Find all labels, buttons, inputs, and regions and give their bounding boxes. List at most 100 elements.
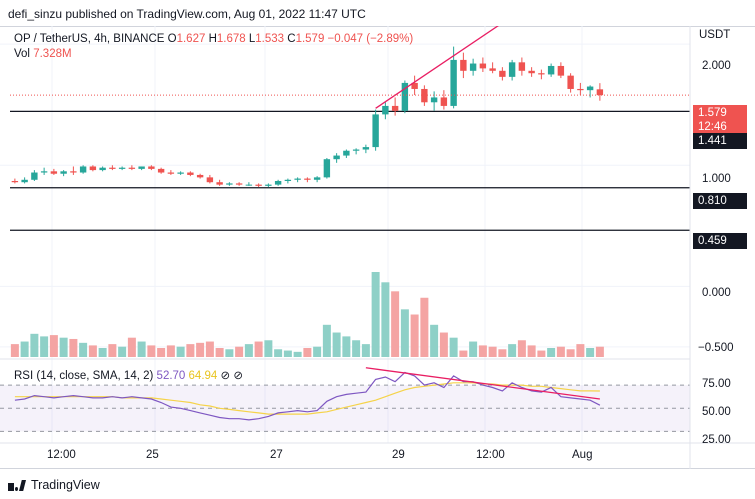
level-tag: 1.441 xyxy=(693,133,747,149)
candle-body xyxy=(538,73,545,75)
candle-body xyxy=(109,167,116,169)
volume-bar xyxy=(342,336,351,357)
trendlines xyxy=(365,26,600,400)
time-tick: 25 xyxy=(146,449,159,461)
volume-bar xyxy=(118,346,127,357)
close-value: 1.579 xyxy=(295,33,325,45)
volume-bar xyxy=(176,346,185,357)
candle-body xyxy=(313,177,321,180)
volume-bar xyxy=(488,346,497,357)
volume-bar xyxy=(537,350,546,357)
candle-body xyxy=(479,63,487,69)
candle-body xyxy=(60,171,67,174)
volume-bar xyxy=(98,347,107,357)
price-tick: 1.000 xyxy=(702,173,731,185)
volume-bar xyxy=(69,338,78,357)
low-value: 1.533 xyxy=(255,33,285,45)
change-value: −0.047 (−2.89%) xyxy=(327,33,414,45)
volume-bar xyxy=(420,297,429,357)
volume-bar xyxy=(49,335,58,357)
volume-bar xyxy=(244,344,253,357)
candle-body xyxy=(547,65,555,75)
volume-bar xyxy=(313,346,322,357)
close-label: C xyxy=(287,33,296,45)
volume-legend: Vol 7.328M xyxy=(14,48,72,60)
candle-body xyxy=(518,62,526,71)
rsi-tick: 50.00 xyxy=(702,406,731,418)
volume-bar xyxy=(293,351,302,357)
brand-footer[interactable]: TradingView xyxy=(8,478,100,492)
volume-bars xyxy=(10,272,604,357)
candle-body xyxy=(508,62,516,77)
volume-bar xyxy=(547,347,556,357)
candle-body xyxy=(352,149,360,151)
candle-body xyxy=(304,178,311,180)
high-value: 1.678 xyxy=(216,33,246,45)
rsi-tick: 75.00 xyxy=(702,378,731,390)
candle-body xyxy=(226,183,233,185)
candle-body xyxy=(148,166,155,169)
price-tick: −0.500 xyxy=(698,342,734,354)
candle-body xyxy=(167,172,175,174)
candle-body xyxy=(343,150,350,156)
candle-body xyxy=(99,167,106,171)
candle-body xyxy=(450,59,457,106)
horizontal-levels xyxy=(10,110,690,231)
candle-body xyxy=(128,167,136,169)
candle-body xyxy=(235,183,243,185)
chart-canvas[interactable] xyxy=(0,26,755,469)
rsi-band-background xyxy=(0,384,690,432)
candle-body xyxy=(70,171,77,173)
candle-body xyxy=(586,86,594,91)
price-tick: 2.000 xyxy=(702,60,731,72)
open-label: O xyxy=(167,33,177,45)
candle-body xyxy=(11,180,19,183)
volume-bar xyxy=(469,341,478,357)
volume-bar xyxy=(20,341,29,357)
volume-bar xyxy=(595,346,604,357)
volume-bar xyxy=(556,346,565,357)
rsi-trendline xyxy=(365,367,600,400)
rsi-label[interactable]: RSI (14, close, SMA, 14, 2) xyxy=(14,370,154,382)
tradingview-logo-icon xyxy=(8,479,26,491)
volume-bar xyxy=(283,350,292,357)
volume-label[interactable]: Vol xyxy=(14,48,30,60)
volume-bar xyxy=(225,349,234,357)
candle-body xyxy=(245,184,253,186)
time-tick: 27 xyxy=(270,449,283,461)
volume-bar xyxy=(274,349,283,357)
low-label: L xyxy=(248,33,256,45)
price-trendline xyxy=(375,26,499,109)
candle-body xyxy=(460,59,467,71)
volume-bar xyxy=(498,349,507,357)
volume-bar xyxy=(235,346,244,357)
volume-bar xyxy=(137,341,146,357)
volume-bar xyxy=(391,291,400,357)
open-value: 1.627 xyxy=(176,33,206,45)
symbol-name[interactable]: OP / TetherUS, 4h, BINANCE xyxy=(14,33,165,45)
volume-bar xyxy=(381,282,390,357)
volume-bar xyxy=(166,345,175,357)
rsi-lines xyxy=(14,371,601,421)
rsi-legend: RSI (14, close, SMA, 14, 2) 52.70 64.94 … xyxy=(14,368,243,382)
candle-body xyxy=(31,172,38,180)
candle-body xyxy=(265,184,272,186)
candle-body xyxy=(284,179,292,181)
volume-bar xyxy=(186,344,195,357)
time-tick: 29 xyxy=(392,449,405,461)
candle-body xyxy=(372,114,379,148)
volume-bar xyxy=(30,333,39,357)
candle-body xyxy=(187,172,194,175)
symbol-legend: OP / TetherUS, 4h, BINANCE O1.627 H1.678… xyxy=(14,33,413,45)
candle-body xyxy=(557,65,565,76)
volume-bar xyxy=(303,347,312,357)
candle-body xyxy=(323,159,331,178)
hide-icons[interactable]: ⊘ ⊘ xyxy=(220,370,243,382)
candle-body xyxy=(157,168,165,173)
volume-bar xyxy=(410,314,419,357)
volume-bar xyxy=(400,309,409,357)
price-tick: 0.000 xyxy=(702,287,731,299)
volume-bar xyxy=(196,342,205,357)
volume-bar xyxy=(361,344,370,357)
candle-body xyxy=(333,155,340,160)
